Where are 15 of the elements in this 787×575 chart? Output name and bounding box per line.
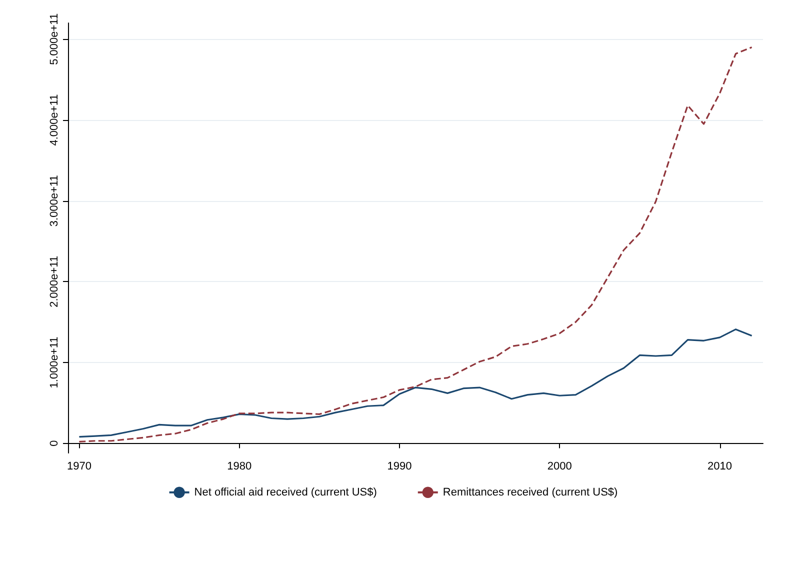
y-tick-label: 0	[48, 440, 60, 446]
legend-label: Remittances received (current US$)	[442, 486, 618, 498]
y-tick-label: 4.000e+11	[48, 94, 60, 146]
x-tick-label: 1980	[227, 460, 252, 472]
line-series	[78, 328, 753, 438]
legend-label: Net official aid received (current US$)	[194, 486, 377, 498]
x-tick-label: 1970	[66, 460, 92, 472]
x-tick-label: 2010	[708, 460, 732, 472]
x-tick-label: 1990	[387, 460, 412, 472]
y-tick-label: 5.000e+11	[48, 13, 60, 65]
y-tick-label: 2.000e+11	[48, 256, 60, 308]
y-tick-label: 3.000e+11	[48, 175, 60, 227]
line-series	[78, 46, 753, 442]
x-tick-label: 2000	[547, 460, 572, 472]
y-tick-label: 1.000e+11	[48, 336, 60, 388]
